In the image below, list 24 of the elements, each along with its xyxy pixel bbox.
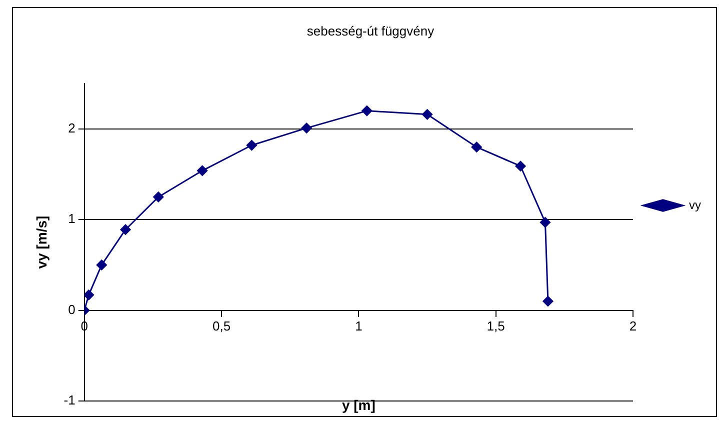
point: [301, 122, 312, 134]
point: [96, 260, 107, 270]
point: [246, 140, 257, 151]
point: [120, 224, 131, 235]
y-tick-label: 0: [68, 302, 76, 317]
point: [362, 106, 372, 116]
point: [515, 160, 526, 172]
y-axis-title: vy [m/s]: [33, 216, 50, 269]
point: [197, 165, 208, 176]
y-tick-label: -1: [64, 392, 76, 408]
chart-title: sebesség-út függvény: [306, 23, 435, 38]
y-tick-label: 1: [68, 211, 76, 226]
point: [540, 217, 550, 228]
y-tick-label: 2: [68, 120, 76, 136]
point: [471, 142, 482, 152]
point: [422, 109, 433, 120]
x-tick-label: 2: [629, 318, 637, 334]
x-tick-label: 0,5: [212, 318, 231, 334]
legend-label: vy: [689, 198, 701, 212]
point: [84, 290, 94, 300]
point: [542, 296, 554, 306]
point: [153, 192, 164, 202]
x-tick-label: 1,5: [486, 318, 505, 334]
x-tick-label: 1: [355, 318, 362, 334]
